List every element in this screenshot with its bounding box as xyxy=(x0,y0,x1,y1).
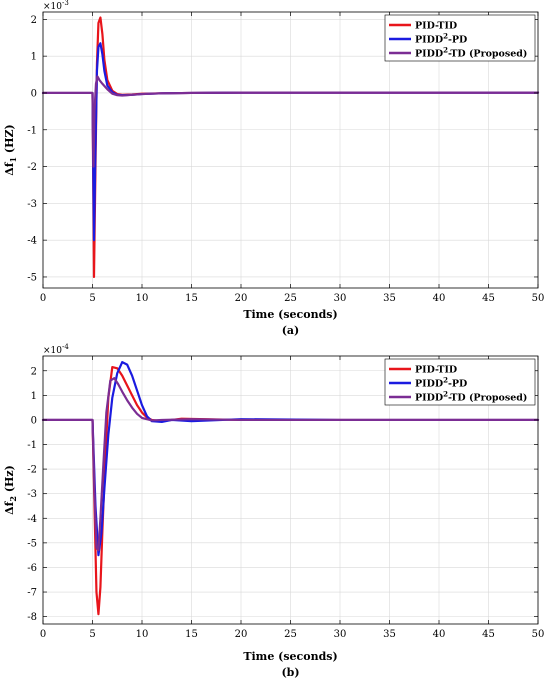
y-tick-label: 2 xyxy=(31,366,37,377)
series-line-3 xyxy=(41,75,540,168)
series-line-3 xyxy=(41,377,540,552)
y-tick-label: -6 xyxy=(27,563,37,574)
x-tick-label: 45 xyxy=(482,629,495,640)
y-tick-label: 1 xyxy=(31,391,37,402)
x-tick-label: 40 xyxy=(433,629,446,640)
x-tick-label: 0 xyxy=(40,629,46,640)
y-tick-label: 2 xyxy=(31,15,37,26)
y-tick-label: 1 xyxy=(31,52,37,63)
y-tick-label: -3 xyxy=(27,489,37,500)
figure-caption: (a) xyxy=(282,324,300,337)
x-tick-label: 10 xyxy=(136,293,149,304)
axis-ticks: 0 5 10 15 20 25 30 35 40 45 50 -5 -4 -3 -2 -1 0 1 2 xyxy=(27,12,544,304)
y-tick-label: -5 xyxy=(27,538,37,549)
chart-panel-a: 0 5 10 15 20 25 30 35 40 45 50 -5 -4 -3 -2 -1 0 1 2 ×10-3 Ti… xyxy=(3,0,544,337)
x-axis-label: Time (seconds) xyxy=(243,650,337,663)
legend-label-2: PIDD2-PD xyxy=(415,376,467,390)
chart-panel-b: 0 5 10 15 20 25 30 35 40 45 50 -8 -7 -6 -5 -4 -3 -2 -1 0 1 2 ×… xyxy=(3,343,544,679)
y-axis-label: Δf2 (Hz) xyxy=(3,465,18,515)
y-axis-label: Δf1 (HZ) xyxy=(3,124,18,176)
axis-multiplier: ×10-3 xyxy=(43,0,69,12)
y-tick-label: -4 xyxy=(27,236,37,247)
x-tick-label: 50 xyxy=(532,293,545,304)
x-axis-label: Time (seconds) xyxy=(243,308,337,321)
y-tick-label: -7 xyxy=(27,588,37,599)
x-tick-label: 30 xyxy=(334,293,347,304)
x-tick-label: 5 xyxy=(89,293,95,304)
legend-label-2: PIDD2-PD xyxy=(415,32,467,46)
x-tick-label: 20 xyxy=(235,293,248,304)
y-tick-label: 0 xyxy=(31,415,37,426)
axis-ticks: 0 5 10 15 20 25 30 35 40 45 50 -8 -7 -6 -5 -4 -3 -2 -1 0 1 2 xyxy=(27,356,544,640)
x-tick-label: 0 xyxy=(40,293,46,304)
series-lines xyxy=(41,16,540,279)
y-tick-label: -3 xyxy=(27,199,37,210)
x-tick-label: 35 xyxy=(383,629,396,640)
x-tick-label: 30 xyxy=(334,629,347,640)
x-tick-label: 25 xyxy=(284,629,297,640)
y-tick-label: -1 xyxy=(27,125,37,136)
legend-label-3: PIDD2-TD (Proposed) xyxy=(415,390,527,404)
y-tick-label: -2 xyxy=(27,465,37,476)
series-lines xyxy=(41,361,540,616)
x-tick-label: 45 xyxy=(482,293,495,304)
figure-caption: (b) xyxy=(281,666,299,679)
x-tick-label: 25 xyxy=(284,293,297,304)
y-tick-label: -8 xyxy=(27,612,37,623)
x-tick-label: 35 xyxy=(383,293,396,304)
x-tick-label: 50 xyxy=(532,629,545,640)
y-tick-label: -2 xyxy=(27,162,37,173)
x-tick-label: 40 xyxy=(433,293,446,304)
legend-label-1: PID-TID xyxy=(415,365,457,376)
x-tick-label: 15 xyxy=(185,293,198,304)
axis-multiplier: ×10-4 xyxy=(43,343,69,356)
y-tick-label: -1 xyxy=(27,440,37,451)
x-tick-label: 20 xyxy=(235,629,248,640)
y-tick-label: -5 xyxy=(27,272,37,283)
legend-label-1: PID-TID xyxy=(415,21,457,32)
y-tick-label: -4 xyxy=(27,514,37,525)
x-tick-label: 15 xyxy=(185,629,198,640)
y-tick-label: 0 xyxy=(31,88,37,99)
x-tick-label: 10 xyxy=(136,629,149,640)
x-tick-label: 5 xyxy=(89,629,95,640)
legend-label-3: PIDD2-TD (Proposed) xyxy=(415,46,527,60)
